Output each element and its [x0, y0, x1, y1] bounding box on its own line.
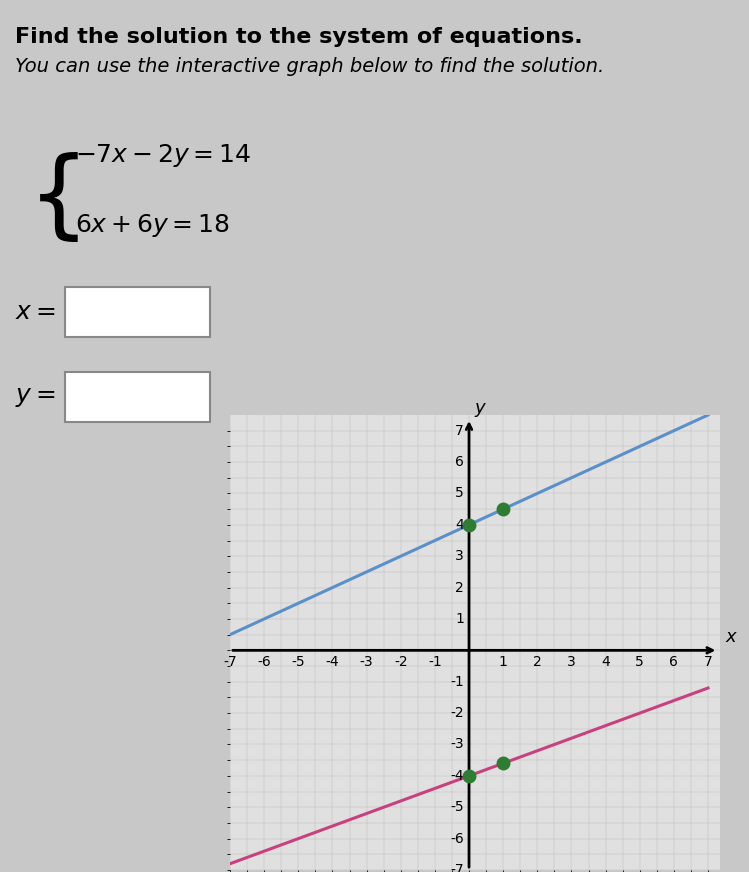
Text: You can use the interactive graph below to find the solution.: You can use the interactive graph below … — [15, 57, 604, 76]
Text: -7: -7 — [450, 863, 464, 872]
FancyBboxPatch shape — [65, 372, 210, 422]
Text: 1: 1 — [455, 612, 464, 626]
Text: -5: -5 — [291, 655, 305, 669]
Text: 3: 3 — [567, 655, 576, 669]
Text: 4: 4 — [601, 655, 610, 669]
Text: -2: -2 — [450, 706, 464, 720]
Text: $y =$: $y =$ — [15, 385, 55, 409]
FancyBboxPatch shape — [65, 287, 210, 337]
Text: -7: -7 — [223, 655, 237, 669]
Text: 2: 2 — [533, 655, 542, 669]
Text: -6: -6 — [450, 832, 464, 846]
Text: 5: 5 — [455, 487, 464, 501]
Text: Find the solution to the system of equations.: Find the solution to the system of equat… — [15, 27, 583, 47]
Text: -6: -6 — [257, 655, 271, 669]
Text: -1: -1 — [428, 655, 442, 669]
Text: -3: -3 — [450, 738, 464, 752]
Text: {: { — [28, 152, 90, 245]
Text: 2: 2 — [455, 581, 464, 595]
Text: -1: -1 — [450, 675, 464, 689]
Text: $-7x - 2y = 14$: $-7x - 2y = 14$ — [75, 142, 251, 169]
Text: -4: -4 — [450, 769, 464, 783]
Text: 7: 7 — [703, 655, 712, 669]
Text: y: y — [474, 399, 485, 417]
Text: 1: 1 — [499, 655, 508, 669]
Text: 5: 5 — [635, 655, 644, 669]
Text: $x =$: $x =$ — [15, 300, 55, 324]
Text: 4: 4 — [455, 518, 464, 532]
Text: -5: -5 — [450, 800, 464, 814]
Text: -2: -2 — [394, 655, 407, 669]
Text: 7: 7 — [455, 424, 464, 438]
Text: $6x + 6y = 18$: $6x + 6y = 18$ — [75, 212, 230, 239]
Text: -4: -4 — [326, 655, 339, 669]
Text: x: x — [725, 628, 736, 645]
Text: 3: 3 — [455, 549, 464, 563]
Text: -3: -3 — [360, 655, 374, 669]
Text: 6: 6 — [455, 455, 464, 469]
Text: 6: 6 — [670, 655, 679, 669]
